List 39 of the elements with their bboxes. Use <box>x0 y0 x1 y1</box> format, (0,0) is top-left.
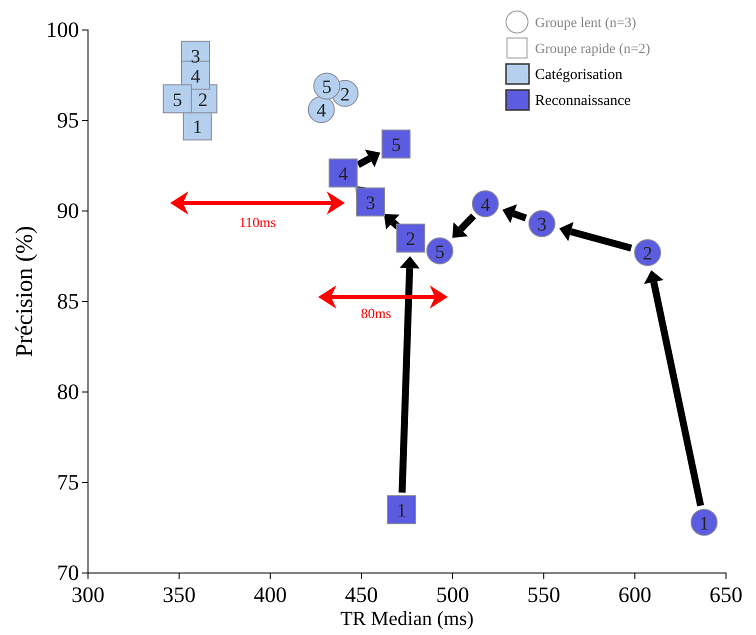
y-tick-label: 80 <box>57 379 79 404</box>
y-tick-label: 75 <box>57 470 79 495</box>
annotation: 5 <box>391 135 401 156</box>
annotation: 2 <box>198 90 208 111</box>
annotation: 5 <box>322 77 332 98</box>
annotation: 2 <box>642 244 652 265</box>
annotation: 4 <box>338 164 348 185</box>
annotation: 4 <box>316 100 327 122</box>
annotation: 1 <box>396 500 406 522</box>
x-tick-label: 500 <box>436 582 470 607</box>
x-tick-label: 450 <box>344 582 378 607</box>
y-tick-label: 90 <box>57 198 79 224</box>
x-tick-label: 600 <box>618 582 652 607</box>
x-axis-title: TR Median (ms) <box>340 608 474 630</box>
x-tick-label: 650 <box>710 582 742 607</box>
annotation: 110ms <box>239 216 276 231</box>
annotation: 4 <box>480 194 491 216</box>
y-tick-label: 95 <box>57 108 79 133</box>
y-tick-label: 85 <box>57 288 79 314</box>
annotation: 1 <box>192 116 202 138</box>
annotation: Catégorisation <box>535 67 623 83</box>
annotation: Groupe rapide (n=2) <box>535 42 651 57</box>
annotation: 5 <box>435 242 445 263</box>
annotation: Reconnaissance <box>535 93 632 109</box>
annotation: 3 <box>190 46 200 68</box>
annotation: 2 <box>406 229 416 250</box>
x-tick-label: 400 <box>254 582 287 607</box>
annotation: 4 <box>190 66 201 88</box>
annotation: 3 <box>537 214 547 236</box>
annotation: Groupe lent (n=3) <box>535 16 637 31</box>
annotation: 5 <box>172 90 182 111</box>
annotation: 80ms <box>360 307 392 322</box>
annotation: 3 <box>366 192 376 214</box>
annotation: 2 <box>340 84 350 106</box>
y-tick-label: 100 <box>46 17 79 42</box>
y-axis-title: Précision (%) <box>12 226 38 358</box>
x-tick-label: 550 <box>527 582 560 607</box>
x-tick-label: 350 <box>162 582 196 607</box>
annotation: 1 <box>699 513 709 534</box>
